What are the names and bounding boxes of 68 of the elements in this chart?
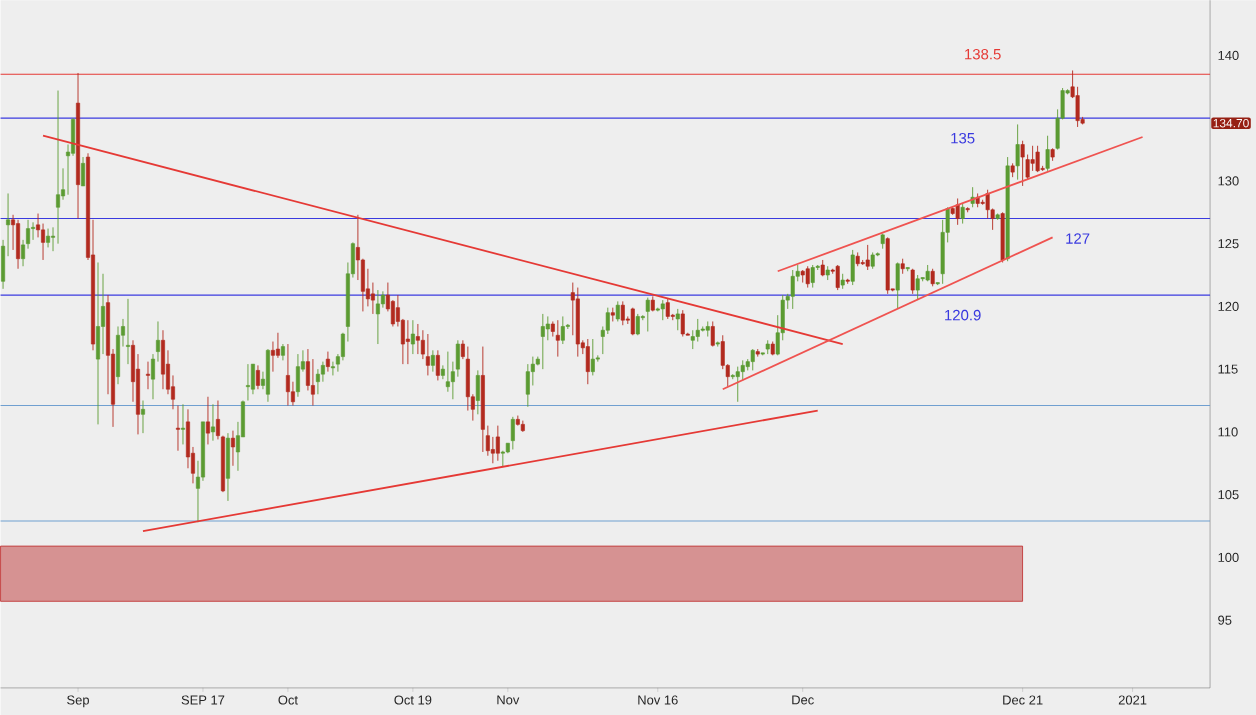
candlestick xyxy=(1020,140,1025,187)
candlestick xyxy=(435,349,440,381)
candlestick xyxy=(205,396,210,445)
candlestick xyxy=(340,332,345,361)
x-tick-label: Oct xyxy=(278,695,298,705)
candlestick xyxy=(425,333,430,376)
candlestick xyxy=(46,228,51,248)
y-tick-label: 130 xyxy=(1218,176,1239,186)
candlestick xyxy=(81,156,86,187)
candlestick xyxy=(615,300,620,322)
candlestick xyxy=(320,361,325,383)
text: 134.70 xyxy=(1213,119,1249,128)
x-tick-label: SEP 17 xyxy=(181,695,225,705)
candlestick xyxy=(440,364,445,380)
candlestick xyxy=(555,319,560,358)
candlestick xyxy=(510,416,515,450)
candlestick xyxy=(255,364,260,390)
candlestick xyxy=(710,321,715,348)
candlestick xyxy=(145,361,150,390)
candlestick xyxy=(645,297,650,332)
y-tick-label: 125 xyxy=(1218,239,1239,249)
candlestick xyxy=(175,405,180,452)
candlestick xyxy=(910,268,915,295)
y-tick-label: 120 xyxy=(1218,301,1239,312)
y-tick-label: 95 xyxy=(1218,615,1232,625)
y-tick-label: 100 xyxy=(1218,552,1239,563)
candlestick xyxy=(325,351,330,373)
candlestick xyxy=(210,403,215,442)
candlestick xyxy=(155,321,160,363)
x-tick-label: Sep xyxy=(67,695,89,708)
x-tick-label: Dec 21 xyxy=(1003,695,1043,705)
candlestick xyxy=(420,329,425,360)
candlestick xyxy=(370,282,375,315)
x-tick-label: 2021 xyxy=(1118,695,1147,705)
candlestick xyxy=(460,339,465,360)
candlestick xyxy=(26,219,31,250)
y-tick-label: 110 xyxy=(1218,427,1238,437)
y-tick-label: 140 xyxy=(1218,50,1239,61)
candlestick xyxy=(215,400,220,440)
candlestick xyxy=(960,203,965,225)
y-tick-label: 105 xyxy=(1218,490,1239,500)
candlestick xyxy=(675,308,680,331)
candlestick xyxy=(450,361,455,400)
x-tick-label: Oct 19 xyxy=(394,695,432,705)
candlestick xyxy=(6,193,11,257)
x-tick-label: Nov xyxy=(497,695,520,705)
candlestick xyxy=(140,400,145,434)
candlestick xyxy=(430,349,435,373)
candlestick xyxy=(180,403,185,445)
y-tick-label: 115 xyxy=(1218,364,1238,374)
candlestick xyxy=(230,430,235,467)
candlestick xyxy=(405,319,410,365)
candlestick xyxy=(56,90,61,245)
candlestick xyxy=(1015,124,1020,181)
x-tick-label: Dec xyxy=(792,695,814,705)
ref-line-label: 120.9 xyxy=(945,309,981,321)
candlestick xyxy=(310,358,315,407)
ref-line-label: 127 xyxy=(1066,233,1090,244)
candlestick xyxy=(150,353,155,400)
candlestick xyxy=(330,361,335,376)
candlestick xyxy=(126,298,130,365)
x-tick-label: Nov 16 xyxy=(638,695,678,705)
candlestick xyxy=(410,319,415,355)
candlestick xyxy=(275,332,280,359)
ref-line-label: 135 xyxy=(951,132,975,144)
candlestick xyxy=(1045,135,1050,172)
candlestick xyxy=(21,239,26,267)
ref-line-label: 138.5 xyxy=(965,48,1001,60)
